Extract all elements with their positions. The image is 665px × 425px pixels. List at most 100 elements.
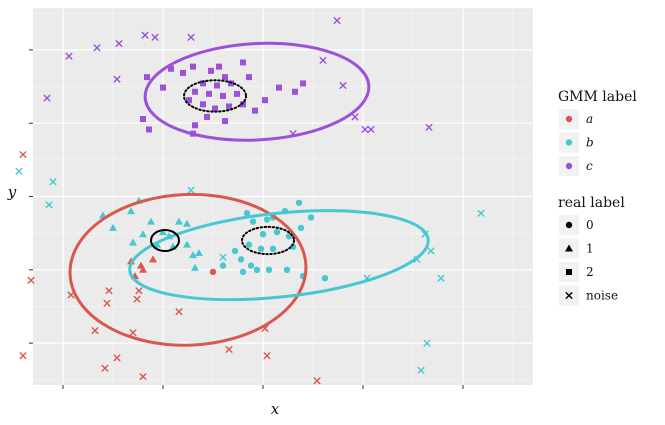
legend-gmm-label-c: c — [586, 159, 593, 173]
point-106 — [437, 274, 445, 282]
point-90 — [319, 56, 327, 64]
point-87 — [113, 75, 121, 83]
point-33 — [159, 228, 167, 236]
point-119 — [129, 329, 137, 337]
point-49 — [147, 217, 155, 225]
legend: GMM label abc real label 0 1 2 noise — [558, 89, 637, 306]
point-43 — [183, 240, 191, 248]
point-84 — [141, 31, 149, 39]
point-68 — [253, 266, 261, 274]
point-82 — [93, 44, 101, 52]
point-18 — [144, 74, 150, 81]
point-66 — [247, 262, 255, 269]
point-81 — [65, 52, 73, 60]
point-108 — [423, 339, 431, 347]
point-50 — [263, 216, 271, 223]
point-47 — [109, 223, 117, 231]
point-114 — [105, 287, 113, 295]
point-3 — [200, 80, 206, 87]
point-37 — [139, 230, 147, 238]
point-111 — [27, 276, 35, 284]
point-19 — [160, 84, 166, 91]
point-59 — [257, 245, 265, 253]
point-127 — [313, 377, 321, 385]
legend-gmm-label-a: a — [586, 112, 593, 126]
legend-real-swatch-noise — [565, 292, 573, 299]
point-58 — [245, 241, 253, 248]
point-15 — [180, 69, 186, 76]
point-86 — [187, 33, 195, 41]
point-74 — [209, 268, 217, 276]
point-55 — [259, 231, 267, 238]
legend-real-swatch-2 — [566, 269, 572, 275]
point-125 — [101, 364, 109, 372]
point-6 — [192, 88, 198, 95]
point-126 — [139, 373, 147, 381]
point-100 — [187, 186, 195, 194]
point-63 — [307, 214, 315, 221]
point-120 — [175, 308, 183, 316]
point-60 — [269, 245, 277, 253]
legend-real-swatch-1 — [565, 244, 573, 252]
point-117 — [135, 287, 143, 295]
point-89 — [333, 17, 341, 25]
point-2 — [222, 74, 228, 81]
point-20 — [246, 74, 252, 81]
grid — [33, 8, 533, 385]
point-14 — [240, 101, 246, 108]
point-12 — [212, 105, 218, 112]
point-16 — [190, 63, 196, 70]
true-cluster-ellipse-2 — [150, 229, 180, 252]
point-70 — [283, 266, 291, 274]
point-115 — [103, 299, 111, 307]
point-26 — [204, 113, 210, 120]
point-101 — [219, 253, 227, 261]
legend-real-label-2: 2 — [586, 265, 594, 279]
point-48 — [175, 217, 183, 225]
point-64 — [231, 247, 239, 255]
point-79 — [149, 255, 157, 263]
point-85 — [151, 33, 159, 41]
point-110 — [19, 151, 27, 159]
point-95 — [425, 123, 433, 131]
point-54 — [249, 218, 257, 225]
point-92 — [351, 113, 359, 121]
point-67 — [239, 268, 247, 276]
point-32 — [240, 59, 246, 66]
point-9 — [234, 90, 240, 97]
point-13 — [226, 103, 232, 110]
legend-gmm-swatch-a — [565, 115, 573, 123]
point-8 — [220, 92, 226, 99]
point-75 — [295, 199, 303, 206]
legend-real-title: real label — [558, 195, 625, 211]
axis-ticks — [29, 49, 464, 389]
point-62 — [297, 224, 305, 232]
true-cluster-ellipse-1 — [241, 225, 295, 256]
ellipses — [68, 41, 430, 347]
point-0 — [208, 67, 214, 74]
point-97 — [15, 167, 23, 175]
point-17 — [168, 65, 174, 72]
point-98 — [49, 178, 57, 186]
point-93 — [361, 125, 369, 133]
point-73 — [219, 262, 227, 269]
point-7 — [206, 90, 212, 97]
point-124 — [113, 354, 121, 362]
point-121 — [225, 345, 233, 353]
legend-gmm-swatch-b — [565, 139, 573, 146]
gmm-ellipse-c — [143, 41, 371, 142]
point-44 — [189, 251, 197, 259]
point-53 — [243, 210, 251, 217]
point-46 — [191, 263, 199, 271]
legend-gmm-label-b: b — [586, 136, 594, 150]
point-105 — [427, 247, 435, 255]
point-72 — [321, 274, 329, 282]
point-94 — [367, 125, 375, 133]
point-88 — [43, 94, 51, 102]
legend-real-swatch-0 — [565, 221, 573, 229]
point-27 — [222, 118, 228, 125]
legend-real-label-0: 0 — [586, 218, 594, 232]
legend-gmm-title: GMM label — [558, 89, 637, 105]
point-91 — [339, 81, 347, 89]
